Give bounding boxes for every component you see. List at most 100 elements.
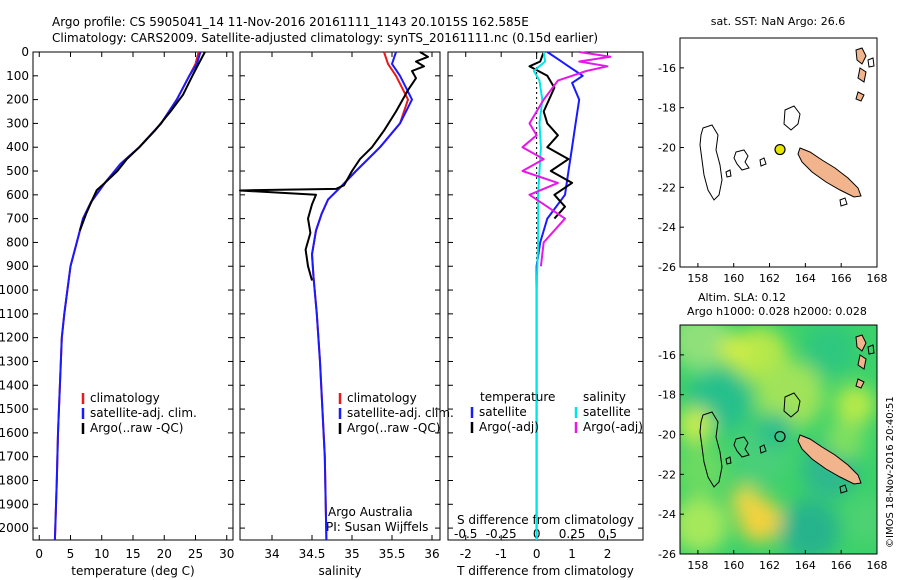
temperature-x-tick-label: 25 <box>188 547 203 561</box>
map-subtitle: Argo h1000: 0.028 h2000: 0.028 <box>687 305 867 318</box>
depth-tick-label: 300 <box>6 116 29 130</box>
island-outline <box>725 169 732 178</box>
legend-label: Argo(-adj) <box>479 420 539 434</box>
map-title: Altim. SLA: 0.12 <box>698 291 786 304</box>
map-x-tick-label: 162 <box>759 559 780 572</box>
legend-label: satellite <box>479 405 527 419</box>
difference-axis-label: T difference from climatology <box>456 564 634 578</box>
difference-series-s_satellite <box>532 51 547 540</box>
map-y-tick-label: -18 <box>658 102 676 115</box>
new-caledonia-land <box>797 434 862 485</box>
legend-label: Argo(..raw -QC) <box>90 421 183 435</box>
legend-label: satellite-adj. clim. <box>347 406 454 420</box>
depth-tick-label: 700 <box>6 212 29 226</box>
sst-map: 158 160 162 164 166 168 -16 -18 -20 -22 -24 -26 sat.… <box>658 15 887 285</box>
temperature-x-tick-label: 0 <box>35 547 43 561</box>
difference-x2-tick-label: 0.5 <box>598 527 617 541</box>
map-x-tick-label: 162 <box>759 272 780 285</box>
depth-tick-label: 400 <box>6 140 29 154</box>
temperature-x-tick-label: 5 <box>67 547 75 561</box>
legend-label: Argo(-adj) <box>583 420 643 434</box>
depth-tick-label: 1500 <box>0 402 29 416</box>
island-outline <box>867 344 875 355</box>
map-x-tick-label: 164 <box>795 272 816 285</box>
salinity-x-tick-label: 34 <box>264 547 279 561</box>
depth-tick-label: 1600 <box>0 426 29 440</box>
island-land <box>857 67 867 83</box>
salinity-x-tick-label: 34.5 <box>299 547 326 561</box>
legend-label: satellite <box>583 405 631 419</box>
sla-blob <box>719 334 751 366</box>
island-land <box>855 47 867 65</box>
map-x-tick-label: 158 <box>687 272 708 285</box>
sla-blob <box>757 412 793 448</box>
sla-blob <box>680 407 713 443</box>
temperature-series-argo <box>78 51 206 231</box>
sla-blob <box>780 500 840 554</box>
temperature-panel: 0 5 10 15 20 25 300100200300400500600700800900… <box>0 45 234 578</box>
map-x-tick-label: 166 <box>831 272 852 285</box>
new-caledonia-land <box>797 147 862 198</box>
sla-blob <box>680 497 728 553</box>
plot-frame <box>32 51 234 541</box>
plot-frame <box>239 51 441 541</box>
map-y-tick-label: -26 <box>658 548 676 561</box>
map-frame <box>679 37 878 268</box>
temperature-x-tick-label: 30 <box>219 547 234 561</box>
difference-x-tick-label: 0 <box>533 547 541 561</box>
sla-blobs <box>680 325 877 554</box>
map-y-tick-label: -18 <box>658 389 676 402</box>
difference-x2-tick-label: -0.25 <box>486 527 517 541</box>
depth-tick-label: 1300 <box>0 354 29 368</box>
difference-series-satellite <box>535 51 584 540</box>
legend-label: satellite-adj. clim. <box>90 406 197 420</box>
map-x-tick-label: 166 <box>831 559 852 572</box>
map-x-tick-label: 160 <box>723 559 744 572</box>
map-y-tick-label: -20 <box>658 429 676 442</box>
temperature-series-climatology <box>53 51 200 541</box>
island-outline <box>839 197 848 207</box>
island-outline <box>725 456 732 465</box>
salinity-x-tick-label: 35.5 <box>379 547 406 561</box>
sla-blob <box>843 498 877 542</box>
difference-x2-tick-label: -0.5 <box>454 527 477 541</box>
map-y-tick-label: -26 <box>658 261 676 274</box>
island-land <box>857 354 867 370</box>
depth-tick-label: 100 <box>6 69 29 83</box>
island-outline <box>759 444 767 454</box>
depth-tick-label: 600 <box>6 188 29 202</box>
difference-series-s_argo <box>521 51 612 267</box>
depth-tick-label: 1900 <box>0 497 29 511</box>
depth-tick-label: 1100 <box>0 307 29 321</box>
coastlines <box>699 334 875 494</box>
sla-blob <box>680 444 726 496</box>
temperature-series-satellite <box>53 51 202 541</box>
argo-position-marker <box>774 143 786 156</box>
depth-tick-label: 2000 <box>0 521 29 535</box>
depth-tick-label: 900 <box>6 259 29 273</box>
difference-x-tick-label: -1 <box>495 547 507 561</box>
sla-field <box>680 325 877 554</box>
salinity-axis-label: salinity <box>318 564 361 578</box>
map-y-tick-label: -22 <box>658 468 676 481</box>
difference-x-tick-label: 2 <box>604 547 612 561</box>
depth-tick-label: 500 <box>6 164 29 178</box>
salinity-x-tick-label: 36 <box>424 547 439 561</box>
header-title: Argo profile: CS 5905041_14 11-Nov-2016 … <box>52 15 529 29</box>
island-outline <box>867 57 875 68</box>
sla-blob <box>731 486 759 514</box>
argo-position-marker <box>774 430 786 443</box>
difference-axis2-label: S difference from climatology <box>457 513 634 527</box>
temperature-x-tick-label: 20 <box>157 547 172 561</box>
sla-blob <box>825 420 865 460</box>
map-y-tick-label: -24 <box>658 221 676 234</box>
depth-tick-label: 0 <box>21 45 29 59</box>
legend-label: climatology <box>90 391 160 405</box>
depth-tick-label: 1700 <box>0 450 29 464</box>
map-x-tick-label: 158 <box>687 559 708 572</box>
island-outline <box>759 157 767 167</box>
plot-frame <box>447 51 644 541</box>
island-outline <box>733 149 750 171</box>
map-y-tick-label: -20 <box>658 142 676 155</box>
island-outline <box>783 105 801 131</box>
